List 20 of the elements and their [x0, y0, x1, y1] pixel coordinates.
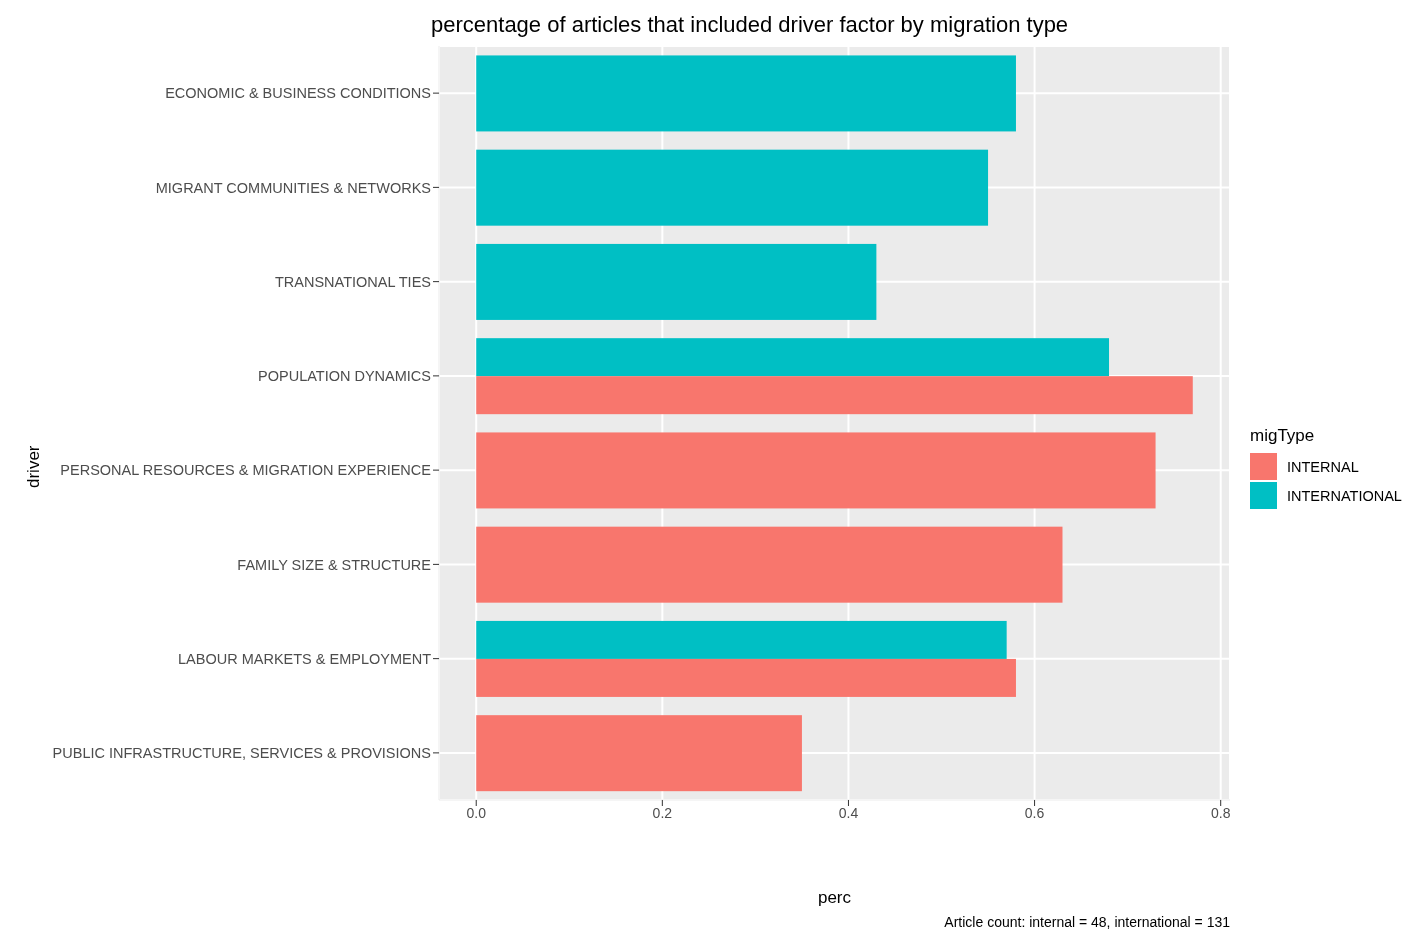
- text: Article count: internal = 48, international = 131: [944, 914, 1230, 930]
- x-tick-label: 0.8: [1210, 804, 1231, 821]
- y-axis-title: driver: [24, 445, 44, 488]
- y-tick-label: ECONOMIC & BUSINESS CONDITIONS: [165, 85, 431, 102]
- y-tick-label: MIGRANT COMMUNITIES & NETWORKS: [155, 179, 431, 196]
- y-tick-label: PERSONAL RESOURCES & MIGRATION EXPERIENCE: [60, 462, 432, 479]
- y-tick-label: LABOUR MARKETS & EMPLOYMENT: [178, 650, 432, 667]
- x-tick-label: 0.2: [652, 804, 673, 821]
- y-tick-label: FAMILY SIZE & STRUCTURE: [237, 556, 432, 573]
- legend-title: migType: [1250, 426, 1316, 446]
- legend-label: INTERNAL: [1287, 458, 1359, 475]
- x-tick-label: 0.6: [1024, 804, 1045, 821]
- x-tick-label: 0.4: [838, 804, 859, 821]
- x-tick-label: 0.0: [466, 804, 487, 821]
- chart-title: percentage of articles that included driver factor by migration type: [431, 12, 1069, 38]
- legend-label: INTERNATIONAL: [1287, 487, 1402, 504]
- y-tick-label: PUBLIC INFRASTRUCTURE, SERVICES & PROVISIONS: [52, 745, 431, 762]
- y-tick-label: POPULATION DYNAMICS: [258, 368, 431, 385]
- y-tick-label: TRANSNATIONAL TIES: [274, 273, 431, 290]
- x-axis-title: perc: [816, 888, 853, 908]
